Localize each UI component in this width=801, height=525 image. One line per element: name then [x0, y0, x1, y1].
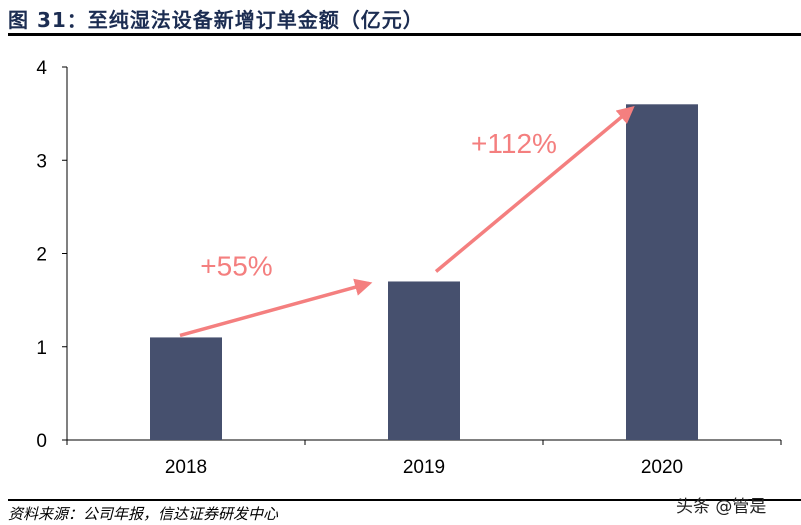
growth-arrow: [179, 278, 373, 338]
x-tick-label: 2019: [403, 457, 445, 478]
figure-title: 图 31：至纯湿法设备新增订单金额（亿元）: [8, 8, 424, 32]
x-tick-label: 2020: [641, 457, 683, 478]
source-note: 资料来源：公司年报，信达证券研发中心: [8, 505, 279, 523]
y-tick-label: 0: [36, 431, 47, 452]
watermark: 头条 @管是: [676, 497, 767, 517]
title-rule: [8, 33, 801, 36]
bar-2020: [626, 104, 698, 441]
growth-label: +55%: [200, 250, 272, 281]
growth-label: +112%: [471, 128, 557, 159]
y-tick-label: 2: [36, 245, 47, 266]
y-tick-label: 3: [36, 151, 47, 172]
x-tick-label: 2018: [165, 457, 207, 478]
growth-arrow: [434, 106, 635, 273]
y-tick-label: 4: [36, 58, 47, 79]
y-tick-label: 1: [36, 338, 47, 359]
bar-2018: [150, 337, 222, 440]
footer-rule: [8, 499, 801, 501]
bar-2019: [388, 281, 460, 440]
